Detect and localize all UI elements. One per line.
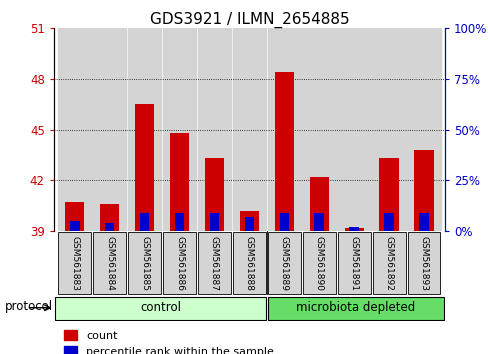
- FancyBboxPatch shape: [198, 232, 230, 294]
- Text: microbiota depleted: microbiota depleted: [296, 301, 415, 314]
- Bar: [127, 28, 161, 231]
- Text: GSM561884: GSM561884: [105, 236, 114, 291]
- FancyBboxPatch shape: [407, 232, 440, 294]
- FancyBboxPatch shape: [58, 232, 91, 294]
- FancyBboxPatch shape: [55, 297, 266, 320]
- Bar: [174, 213, 184, 231]
- FancyBboxPatch shape: [302, 232, 335, 294]
- Bar: [279, 213, 288, 231]
- Bar: [170, 133, 189, 231]
- Text: GSM561885: GSM561885: [140, 236, 149, 291]
- Bar: [209, 213, 219, 231]
- Bar: [104, 223, 114, 231]
- FancyBboxPatch shape: [372, 232, 405, 294]
- Bar: [371, 28, 405, 231]
- Bar: [314, 213, 324, 231]
- Text: GSM561889: GSM561889: [279, 236, 288, 291]
- Text: GSM561887: GSM561887: [209, 236, 219, 291]
- FancyBboxPatch shape: [267, 297, 443, 320]
- Bar: [274, 72, 293, 231]
- Bar: [344, 228, 363, 231]
- Text: GSM561883: GSM561883: [70, 236, 79, 291]
- Bar: [58, 28, 91, 231]
- Text: control: control: [140, 301, 181, 314]
- Title: GDS3921 / ILMN_2654885: GDS3921 / ILMN_2654885: [149, 12, 348, 28]
- Bar: [418, 213, 428, 231]
- Bar: [413, 150, 433, 231]
- Text: GSM561891: GSM561891: [349, 236, 358, 291]
- FancyBboxPatch shape: [128, 232, 161, 294]
- Legend: count, percentile rank within the sample: count, percentile rank within the sample: [59, 325, 278, 354]
- Bar: [407, 28, 440, 231]
- FancyBboxPatch shape: [163, 232, 196, 294]
- Bar: [100, 204, 119, 231]
- Bar: [93, 28, 126, 231]
- Bar: [384, 213, 393, 231]
- Bar: [65, 202, 84, 231]
- Text: GSM561888: GSM561888: [244, 236, 253, 291]
- FancyBboxPatch shape: [337, 232, 370, 294]
- FancyBboxPatch shape: [93, 232, 126, 294]
- Text: GSM561886: GSM561886: [175, 236, 183, 291]
- Text: GSM561892: GSM561892: [384, 236, 393, 291]
- Bar: [140, 213, 149, 231]
- Bar: [70, 221, 80, 231]
- Bar: [197, 28, 231, 231]
- Text: GSM561890: GSM561890: [314, 236, 323, 291]
- FancyBboxPatch shape: [267, 232, 300, 294]
- Bar: [135, 104, 154, 231]
- Bar: [302, 28, 335, 231]
- Bar: [267, 28, 301, 231]
- Bar: [163, 28, 196, 231]
- Bar: [379, 158, 398, 231]
- Text: GSM561893: GSM561893: [419, 236, 427, 291]
- Bar: [232, 28, 265, 231]
- Bar: [244, 217, 254, 231]
- Text: protocol: protocol: [5, 301, 53, 313]
- Bar: [309, 177, 328, 231]
- Bar: [348, 227, 358, 231]
- Bar: [337, 28, 370, 231]
- FancyBboxPatch shape: [232, 232, 265, 294]
- Bar: [239, 211, 259, 231]
- Bar: [204, 158, 224, 231]
